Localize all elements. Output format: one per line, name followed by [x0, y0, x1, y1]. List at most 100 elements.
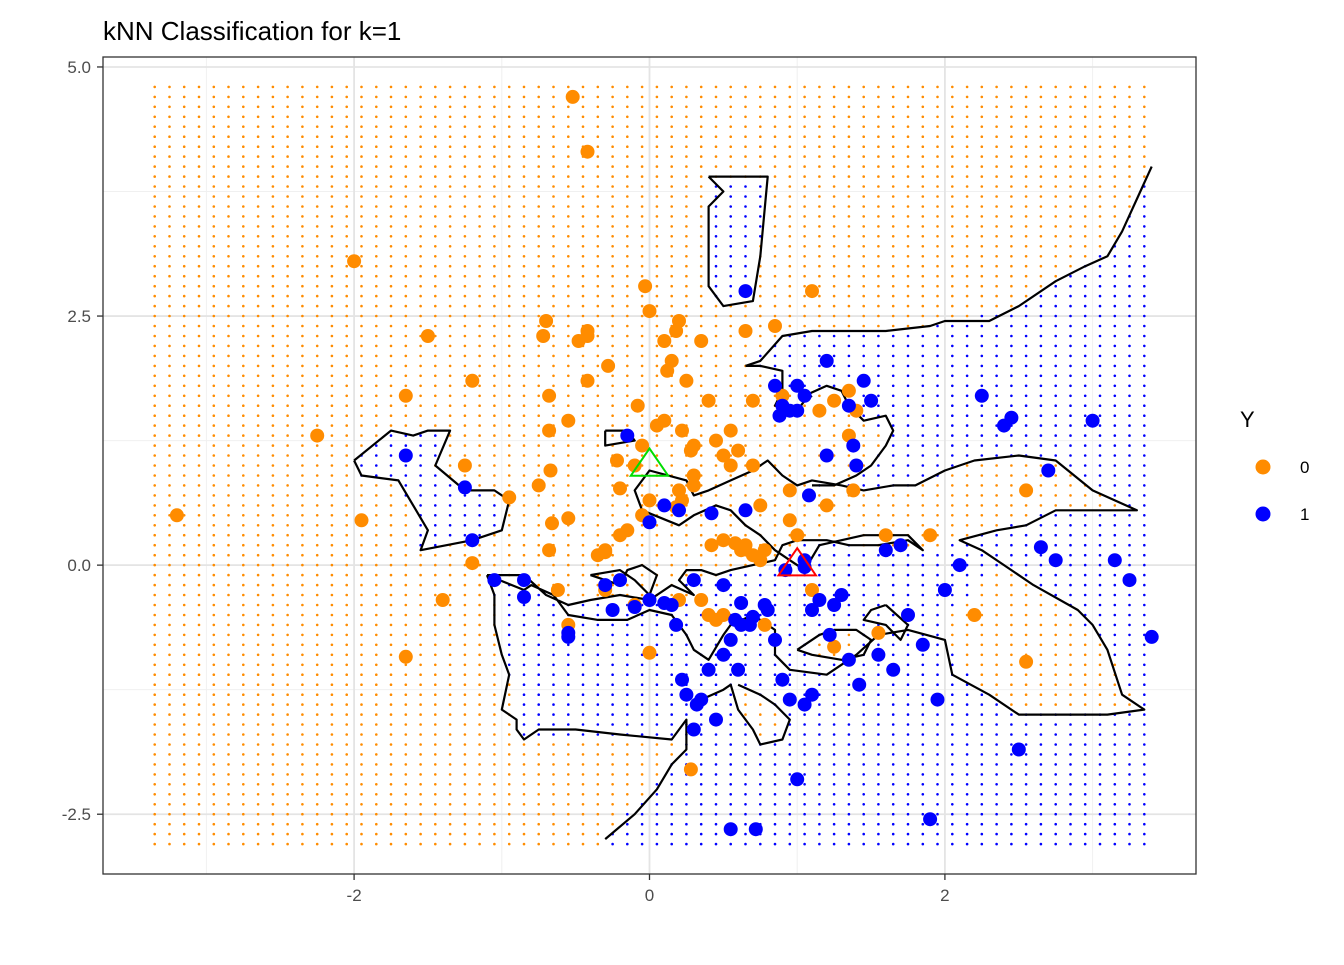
data-point-class-0: [635, 438, 650, 453]
data-point-class-0: [694, 593, 709, 607]
data-point-class-0: [642, 493, 657, 508]
data-point-class-0: [169, 508, 184, 523]
data-point-class-1: [642, 593, 657, 607]
data-point-class-1: [716, 647, 731, 662]
data-point-class-1: [930, 692, 945, 707]
data-point-class-1: [864, 393, 879, 408]
data-point-class-0: [709, 433, 723, 448]
data-point-class-0: [841, 383, 856, 398]
data-point-class-1: [664, 598, 679, 612]
data-point-class-0: [561, 511, 576, 526]
chart-title: kNN Classification for k=1: [103, 16, 401, 46]
data-point-class-1: [672, 503, 686, 518]
data-point-class-0: [704, 538, 719, 553]
data-point-class-0: [502, 490, 517, 505]
data-point-class-1: [1144, 629, 1159, 644]
data-point-class-1: [1048, 553, 1063, 568]
data-point-class-0: [580, 373, 595, 388]
data-point-class-0: [1019, 654, 1034, 669]
data-point-class-1: [790, 403, 805, 418]
data-point-class-1: [731, 662, 746, 677]
data-point-class-1: [878, 543, 893, 558]
data-point-class-1: [768, 632, 782, 647]
data-point-class-0: [723, 423, 738, 438]
data-point-class-0: [1019, 483, 1034, 498]
data-point-class-0: [347, 254, 362, 269]
decision-boundary-line: [486, 454, 1146, 716]
data-point-class-0: [672, 314, 686, 328]
data-point-class-0: [465, 373, 480, 388]
data-point-class-0: [738, 538, 753, 553]
data-point-class-0: [543, 463, 558, 478]
data-point-class-1: [709, 712, 723, 727]
data-point-class-1: [675, 672, 689, 687]
data-point-class-0: [967, 608, 982, 622]
data-point-class-1: [782, 692, 797, 707]
data-point-class-0: [610, 453, 624, 468]
data-point-class-1: [716, 578, 731, 593]
data-point-class-0: [745, 393, 760, 408]
data-point-class-0: [664, 353, 679, 368]
x-tick-label: 2: [940, 886, 949, 905]
data-point-class-1: [701, 662, 716, 677]
data-point-class-0: [398, 388, 413, 403]
data-point-class-1: [871, 647, 886, 662]
x-tick-label: 0: [645, 886, 654, 905]
data-point-class-0: [354, 513, 369, 528]
data-point-class-0: [790, 528, 805, 543]
data-point-class-1: [974, 388, 989, 403]
data-point-class-1: [605, 603, 620, 617]
y-tick-label: 5.0: [67, 58, 91, 77]
decision-boundary-line: [707, 175, 769, 308]
data-point-class-1: [834, 588, 849, 602]
data-point-class-0: [598, 543, 613, 558]
decision-boundary-line: [604, 429, 636, 447]
data-point-class-0: [536, 329, 551, 343]
data-point-class-0: [871, 625, 886, 640]
data-point-class-1: [790, 772, 805, 787]
data-point-class-1: [937, 583, 952, 597]
data-point-class-0: [805, 583, 819, 597]
data-point-class-1: [768, 378, 782, 393]
data-point-class-0: [701, 393, 716, 408]
decision-boundary-line: [745, 166, 1153, 367]
data-point-class-0: [310, 428, 325, 443]
data-point-class-1: [487, 573, 502, 588]
data-point-class-0: [694, 334, 709, 348]
data-point-class-1: [760, 603, 775, 617]
data-point-class-1: [748, 822, 763, 837]
data-point-class-0: [613, 481, 627, 496]
data-point-class-0: [805, 284, 819, 299]
data-point-class-1: [841, 398, 856, 413]
data-point-class-0: [601, 358, 616, 373]
data-point-class-0: [827, 639, 842, 654]
data-point-class-0: [782, 483, 797, 498]
data-point-class-0: [675, 423, 689, 438]
data-point-class-0: [753, 498, 768, 513]
data-point-class-1: [561, 625, 576, 640]
data-point-class-1: [1107, 553, 1122, 568]
data-point-class-1: [723, 632, 738, 647]
data-point-class-1: [679, 687, 694, 702]
legend-title: Y: [1240, 407, 1255, 432]
legend-entries: 01: [1255, 458, 1309, 524]
query-point-red: [776, 546, 818, 577]
data-point-class-1: [457, 480, 472, 495]
data-point-class-1: [886, 662, 901, 677]
legend-label-class-0: 0: [1300, 458, 1309, 477]
data-point-class-0: [775, 388, 790, 403]
data-point-class-1: [686, 573, 701, 588]
data-point-class-0: [542, 423, 557, 438]
grid-lines: [103, 57, 1196, 874]
data-point-class-0: [542, 388, 557, 403]
data-point-class-0: [642, 645, 657, 660]
data-point-class-0: [580, 324, 595, 338]
data-point-class-0: [716, 533, 731, 548]
data-point-class-1: [723, 822, 738, 837]
data-point-class-1: [642, 515, 657, 530]
data-point-class-0: [757, 617, 772, 632]
data-point-class-1: [822, 627, 837, 642]
data-point-class-1: [613, 573, 627, 588]
